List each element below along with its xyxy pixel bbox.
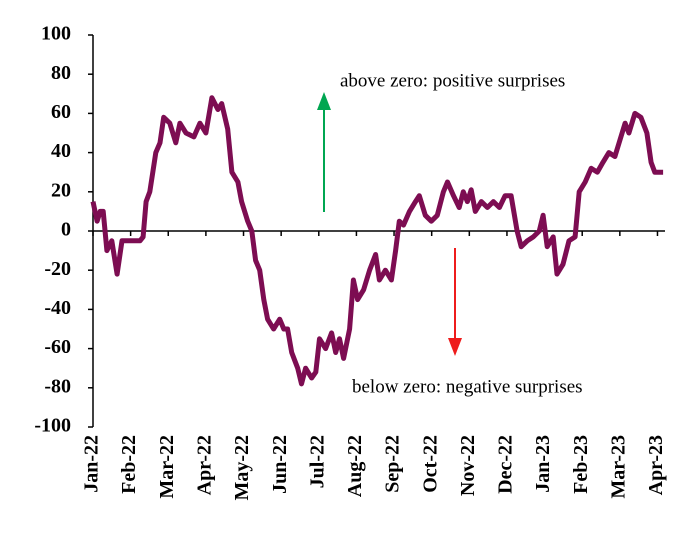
annotation: below zero: negative surprises (352, 376, 583, 397)
x-tick-label: Feb-23 (570, 435, 592, 494)
annotation: above zero: positive surprises (340, 70, 565, 91)
x-tick-label: Apr-23 (645, 435, 667, 495)
x-tick-label: Sep-22 (382, 435, 404, 493)
y-tick-label: -20 (44, 258, 71, 280)
y-tick-label: -60 (44, 336, 71, 358)
x-tick-label: Jan-23 (532, 435, 554, 493)
y-tick-label: -80 (44, 375, 71, 397)
y-tick-label: 80 (51, 62, 71, 84)
x-tick-label: Mar-22 (156, 435, 178, 499)
y-tick-label: 100 (41, 23, 71, 45)
y-tick-label: -100 (34, 415, 71, 437)
y-tick-label: 40 (51, 140, 71, 162)
x-tick-label: Aug-22 (344, 435, 366, 497)
x-tick-label: Jan-22 (81, 435, 103, 493)
y-tick-label: 60 (51, 101, 71, 123)
x-tick-label: Nov-22 (457, 435, 479, 496)
x-tick-label: Feb-22 (118, 435, 140, 494)
up-arrow-head (317, 92, 331, 110)
y-tick-label: 20 (51, 179, 71, 201)
x-tick-label: Apr-22 (193, 435, 215, 495)
x-tick-label: Oct-22 (419, 435, 441, 493)
x-tick-label: Jul-22 (306, 435, 328, 488)
x-tick-label: Mar-23 (607, 435, 629, 499)
y-tick-label: 0 (61, 219, 71, 241)
down-arrow-head (448, 338, 462, 356)
y-tick-label: -40 (44, 297, 71, 319)
x-tick-label: May-22 (231, 435, 253, 501)
data-line (90, 95, 664, 387)
x-tick-label: Dec-22 (495, 435, 517, 494)
x-tick-label: Jun-22 (269, 435, 291, 494)
